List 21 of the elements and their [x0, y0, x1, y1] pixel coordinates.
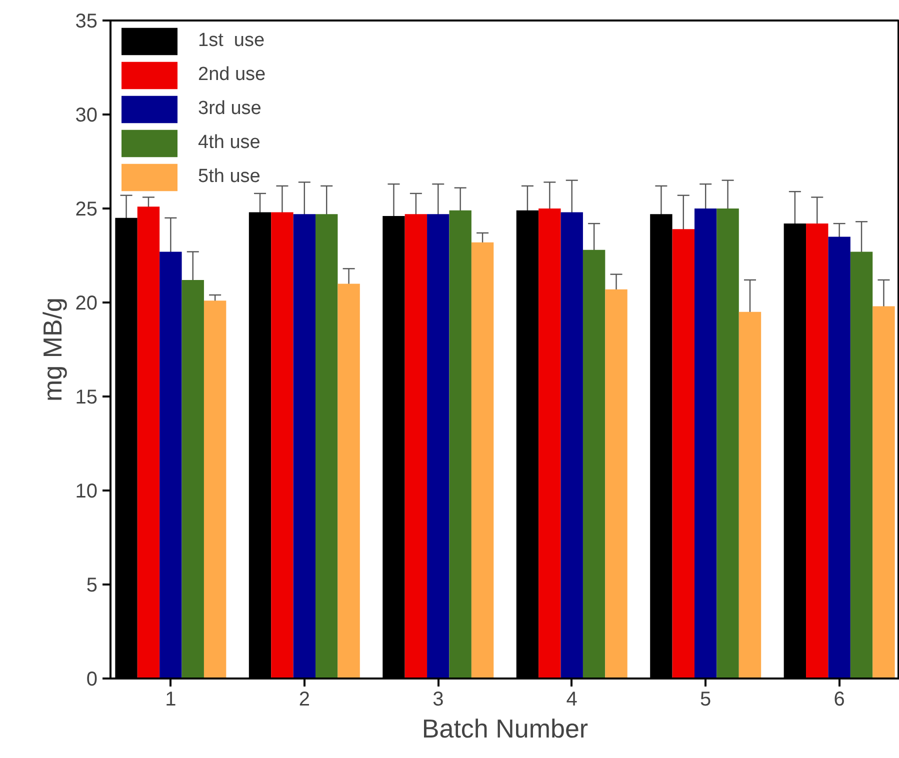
x-tick-label: 6 [834, 688, 845, 710]
x-axis-title: Batch Number [422, 714, 588, 744]
legend-label: 2nd use [198, 64, 266, 86]
x-tick-label: 3 [432, 688, 444, 710]
y-tick-label: 0 [86, 668, 98, 690]
y-tick-label: 20 [75, 292, 98, 314]
legend-label: 4th use [198, 132, 260, 154]
y-tick-label: 10 [75, 480, 98, 502]
legend-label: 5th use [198, 166, 260, 188]
y-tick-label: 30 [75, 104, 98, 126]
y-tick-label: 5 [86, 574, 98, 596]
y-axis-title: mg MB/g [37, 297, 68, 402]
legend-label: 3rd use [198, 98, 262, 120]
y-tick-label: 25 [75, 198, 98, 220]
y-tick-label: 15 [75, 386, 98, 408]
x-tick-label: 2 [298, 688, 310, 710]
legend-label: 1st use [198, 30, 265, 52]
y-tick-label: 35 [75, 10, 98, 32]
x-tick-label: 4 [566, 688, 578, 710]
x-tick-label: 5 [700, 688, 712, 710]
x-tick-label: 1 [165, 688, 176, 710]
